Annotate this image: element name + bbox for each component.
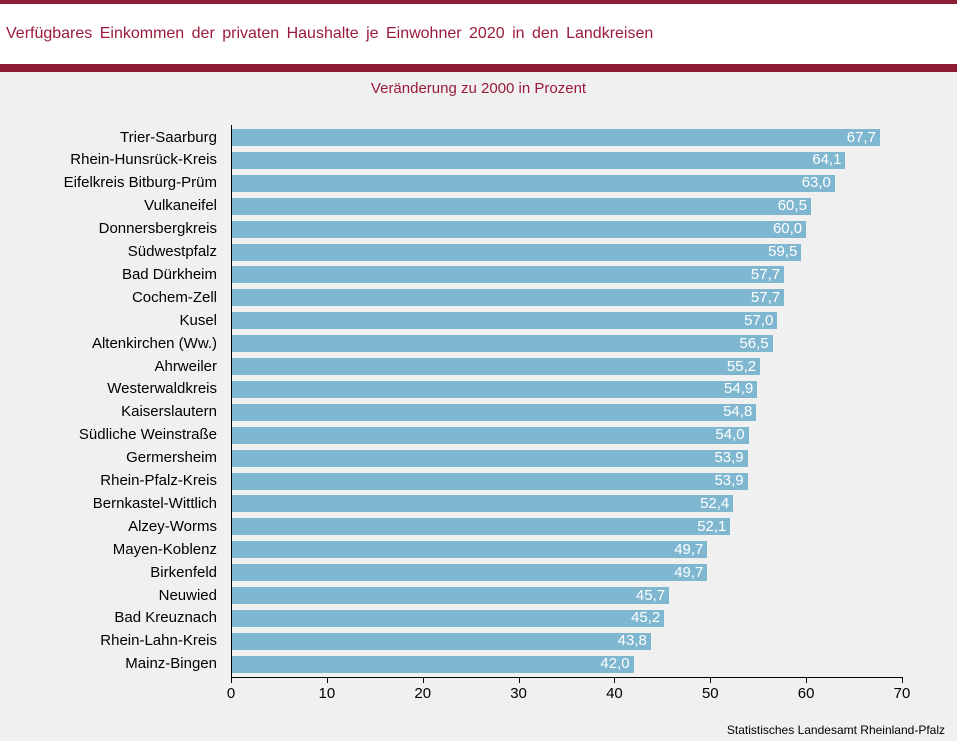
x-tick <box>231 677 232 683</box>
x-tick-label: 10 <box>318 685 336 702</box>
bar-value-label: 52,1 <box>697 517 727 535</box>
category-label: Bad Dürkheim <box>121 265 217 283</box>
bar <box>231 358 761 375</box>
category-label: Bad Kreuznach <box>114 609 217 627</box>
x-tick-label: 30 <box>510 685 527 702</box>
source-note: Statistisches Landesamt Rheinland-Pfalz <box>726 723 945 737</box>
bar-value-label: 59,5 <box>768 243 798 260</box>
x-tick <box>710 677 711 683</box>
bar <box>231 243 802 261</box>
x-tick <box>327 677 328 683</box>
bar <box>231 403 757 421</box>
category-label: Eifelkreis Bitburg-Prüm <box>63 174 217 192</box>
category-label: Bernkastel-Wittlich <box>92 494 217 512</box>
bar <box>231 151 846 169</box>
x-tick-label: 60 <box>797 685 815 702</box>
bar <box>231 587 670 604</box>
category-label: Germersheim <box>126 449 217 467</box>
bar-value-label: 52,4 <box>700 494 730 512</box>
bar-value-label: 54,0 <box>715 426 745 444</box>
bar-value-label: 67,7 <box>846 128 876 146</box>
x-tick-label: 70 <box>893 685 911 702</box>
bar-value-label: 57,0 <box>744 311 774 329</box>
bar <box>231 335 773 353</box>
header-separator <box>0 64 957 72</box>
bar <box>231 495 734 513</box>
category-label: Mayen-Koblenz <box>112 540 217 558</box>
category-label: Vulkaneifel <box>144 197 217 215</box>
category-label: Alzey-Worms <box>128 517 217 535</box>
bar-value-label: 53,9 <box>714 472 744 489</box>
x-tick <box>423 677 424 683</box>
category-label: Westerwaldkreis <box>107 380 217 398</box>
chart-subtitle: Veränderung zu 2000 in Prozent <box>370 80 587 97</box>
category-label: Südliche Weinstraße <box>78 426 217 444</box>
bar-value-label: 63,0 <box>801 174 831 192</box>
category-label: Birkenfeld <box>150 563 217 581</box>
x-tick <box>519 677 520 683</box>
bar <box>231 266 785 284</box>
top-accent-bar <box>0 0 957 4</box>
x-tick-label: 40 <box>606 685 623 702</box>
bar <box>231 174 835 192</box>
category-label: Cochem-Zell <box>131 288 217 306</box>
bar-value-label: 57,7 <box>750 265 781 283</box>
bar <box>231 426 749 444</box>
bar <box>231 518 731 536</box>
bar-value-label: 64,1 <box>812 151 842 169</box>
bar <box>231 220 807 238</box>
bar <box>231 472 748 490</box>
bar <box>231 312 778 330</box>
bar <box>231 541 708 559</box>
category-label: Trier-Saarburg <box>120 128 217 146</box>
category-label: Kusel <box>179 311 217 329</box>
x-tick <box>614 677 615 683</box>
category-label: Altenkirchen (Ww.) <box>91 334 217 352</box>
bar-value-label: 54,8 <box>723 403 753 421</box>
bar-value-label: 60,0 <box>772 220 803 238</box>
category-label: Ahrweiler <box>154 357 217 375</box>
category-label: Rhein-Pfalz-Kreis <box>100 472 217 489</box>
bar-value-label: 42,0 <box>600 655 630 673</box>
y-axis-line <box>231 125 232 678</box>
category-label: Rhein-Lahn-Kreis <box>100 632 217 650</box>
category-label: Rhein-Hunsrück-Kreis <box>70 151 217 169</box>
bar-value-label: 45,7 <box>635 586 666 604</box>
bar <box>231 632 651 650</box>
x-tick-label: 50 <box>701 685 719 702</box>
x-tick-label: 0 <box>226 685 236 702</box>
bar <box>231 655 634 673</box>
bar-value-label: 49,7 <box>674 563 704 581</box>
bar <box>231 449 748 467</box>
x-tick <box>902 677 903 683</box>
bar <box>231 609 665 627</box>
category-label: Kaiserslautern <box>121 403 217 421</box>
bar <box>231 197 811 215</box>
bar-value-label: 53,9 <box>714 449 744 467</box>
bar-value-label: 45,2 <box>631 609 661 627</box>
bar-value-label: 54,9 <box>724 380 754 398</box>
bar <box>231 289 785 307</box>
chart-title: Verfügbares Einkommen der privaten Haush… <box>6 25 654 42</box>
bar-value-label: 49,7 <box>674 540 704 558</box>
bar <box>231 380 758 398</box>
category-label: Neuwied <box>158 586 217 604</box>
bar <box>231 564 708 582</box>
category-label: Mainz-Bingen <box>125 655 217 673</box>
category-label: Donnersbergkreis <box>98 220 217 238</box>
bar-value-label: 57,7 <box>750 288 781 306</box>
x-tick <box>806 677 807 683</box>
bar <box>231 129 880 146</box>
category-label: Südwestpfalz <box>127 243 217 260</box>
bar-value-label: 43,8 <box>617 632 647 650</box>
x-tick-label: 20 <box>414 685 432 702</box>
bar-value-label: 56,5 <box>739 334 769 352</box>
x-axis-line <box>231 677 903 678</box>
bar-value-label: 60,5 <box>777 197 807 215</box>
bar-value-label: 55,2 <box>726 357 757 375</box>
